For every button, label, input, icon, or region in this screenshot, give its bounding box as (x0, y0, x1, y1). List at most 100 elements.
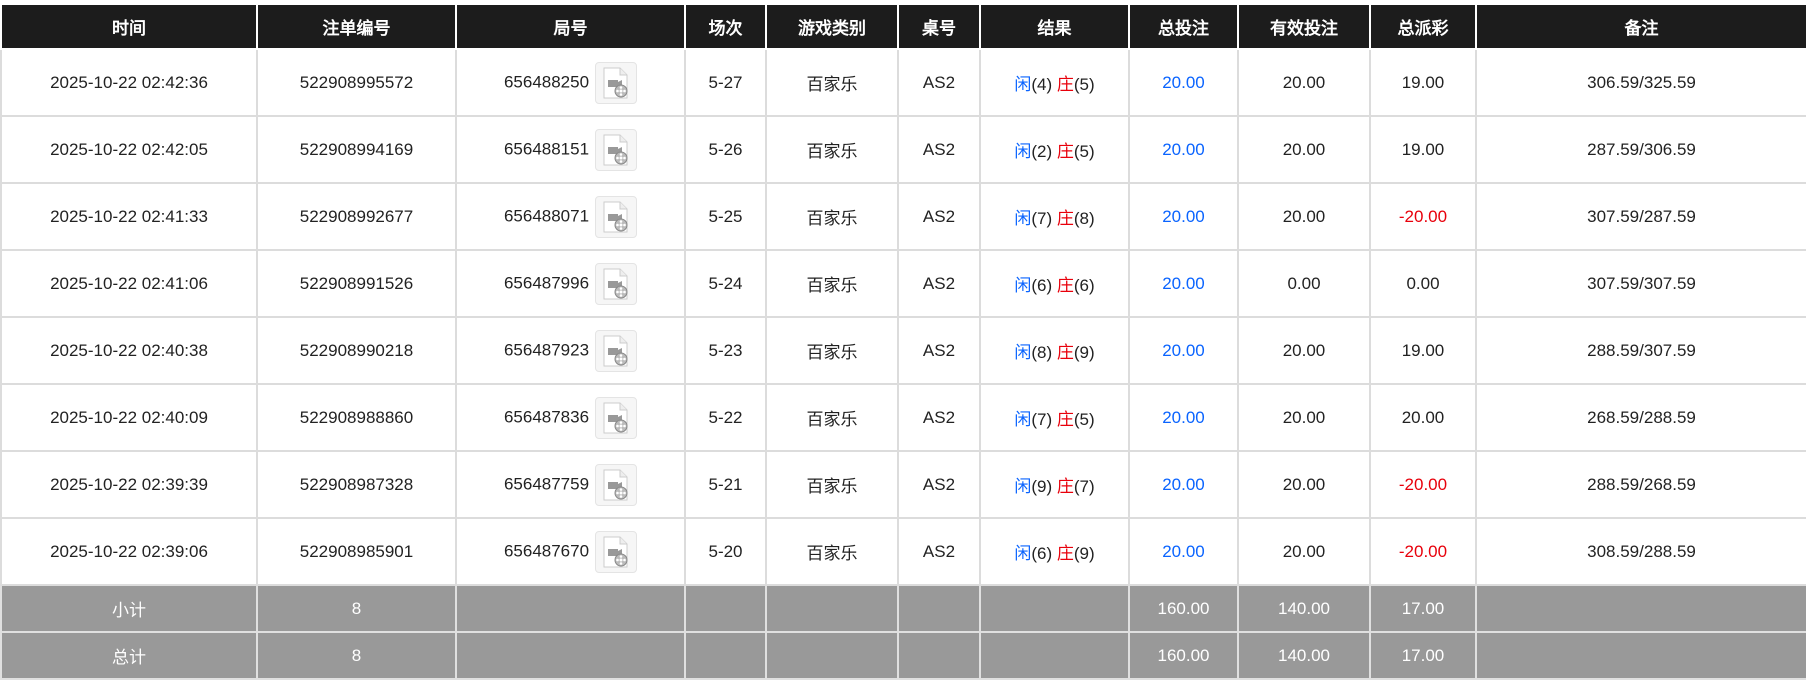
payout-cell: 19.00 (1369, 48, 1477, 117)
round-cell: 656488071 (455, 182, 686, 251)
time-cell: 2025-10-22 02:41:33 (0, 182, 258, 251)
video-replay-icon[interactable] (595, 128, 638, 171)
bet-id-cell: 522908987328 (256, 450, 457, 519)
round-number: 656487923 (503, 339, 590, 359)
player-score: (4) (1031, 75, 1053, 94)
total-row: 总计 8 160.00 140.00 17.00 (0, 631, 1806, 680)
table-row: 2025-10-22 02:40:38 522908990218 6564879… (0, 316, 1806, 385)
table-no-cell: AS2 (897, 450, 981, 519)
video-replay-icon[interactable] (595, 195, 638, 238)
time-cell: 2025-10-22 02:42:36 (0, 48, 258, 117)
video-replay-icon[interactable] (595, 396, 638, 439)
game-type-cell: 百家乐 (765, 182, 899, 251)
player-score: (7) (1031, 410, 1053, 429)
player-score: (8) (1031, 343, 1053, 362)
note-cell: 268.59/288.59 (1475, 383, 1806, 452)
bet-id-cell: 522908992677 (256, 182, 457, 251)
bet-id-cell: 522908988860 (256, 383, 457, 452)
result-cell: 闲(4) 庄(5) (979, 48, 1130, 117)
round-number: 656488151 (503, 138, 590, 158)
summary-payout: 17.00 (1369, 584, 1477, 633)
round-number: 656487759 (503, 473, 590, 493)
time-cell: 2025-10-22 02:39:06 (0, 517, 258, 586)
note-cell: 306.59/325.59 (1475, 48, 1806, 117)
video-replay-icon[interactable] (595, 262, 638, 305)
summary-total-bet: 160.00 (1128, 584, 1239, 633)
player-label: 闲 (1014, 209, 1032, 228)
result-cell: 闲(7) 庄(8) (979, 182, 1130, 251)
note-cell: 287.59/306.59 (1475, 115, 1806, 184)
player-score: (9) (1031, 477, 1053, 496)
total-bet-cell: 20.00 (1128, 182, 1239, 251)
round-number: 656488071 (503, 205, 590, 225)
player-score: (6) (1031, 544, 1053, 563)
summary-total-bet: 160.00 (1128, 631, 1239, 680)
player-label: 闲 (1014, 544, 1032, 563)
banker-score: (9) (1073, 544, 1095, 563)
note-cell: 308.59/288.59 (1475, 517, 1806, 586)
payout-cell: 19.00 (1369, 316, 1477, 385)
video-replay-icon[interactable] (595, 329, 638, 372)
shoe-cell: 5-22 (684, 383, 767, 452)
column-header-note: 备注 (1475, 5, 1806, 50)
banker-label: 庄 (1056, 410, 1074, 429)
column-header-payout: 总派彩 (1369, 5, 1477, 50)
bet-id-cell: 522908994169 (256, 115, 457, 184)
table-row: 2025-10-22 02:40:09 522908988860 6564878… (0, 383, 1806, 452)
bet-id-cell: 522908995572 (256, 48, 457, 117)
banker-label: 庄 (1056, 477, 1074, 496)
game-type-cell: 百家乐 (765, 316, 899, 385)
table-no-cell: AS2 (897, 517, 981, 586)
banker-label: 庄 (1056, 142, 1074, 161)
round-number: 656487670 (503, 540, 590, 560)
result-cell: 闲(8) 庄(9) (979, 316, 1130, 385)
table-row: 2025-10-22 02:41:33 522908992677 6564880… (0, 182, 1806, 251)
time-cell: 2025-10-22 02:41:06 (0, 249, 258, 318)
player-label: 闲 (1014, 477, 1032, 496)
player-label: 闲 (1014, 343, 1032, 362)
valid-bet-cell: 20.00 (1237, 182, 1371, 251)
game-type-cell: 百家乐 (765, 517, 899, 586)
column-header-round: 局号 (455, 5, 686, 50)
summary-payout: 17.00 (1369, 631, 1477, 680)
video-replay-icon[interactable] (595, 463, 638, 506)
valid-bet-cell: 20.00 (1237, 383, 1371, 452)
note-cell: 288.59/268.59 (1475, 450, 1806, 519)
valid-bet-cell: 20.00 (1237, 115, 1371, 184)
banker-score: (5) (1073, 410, 1095, 429)
column-header-total-bet: 总投注 (1128, 5, 1239, 50)
banker-label: 庄 (1056, 343, 1074, 362)
time-cell: 2025-10-22 02:40:38 (0, 316, 258, 385)
payout-cell: -20.00 (1369, 517, 1477, 586)
column-header-table-no: 桌号 (897, 5, 981, 50)
table-no-cell: AS2 (897, 316, 981, 385)
shoe-cell: 5-20 (684, 517, 767, 586)
game-type-cell: 百家乐 (765, 249, 899, 318)
shoe-cell: 5-25 (684, 182, 767, 251)
summary-label: 总计 (0, 631, 258, 680)
table-row: 2025-10-22 02:41:06 522908991526 6564879… (0, 249, 1806, 318)
time-cell: 2025-10-22 02:42:05 (0, 115, 258, 184)
result-cell: 闲(9) 庄(7) (979, 450, 1130, 519)
time-cell: 2025-10-22 02:40:09 (0, 383, 258, 452)
game-type-cell: 百家乐 (765, 115, 899, 184)
banker-label: 庄 (1056, 544, 1074, 563)
shoe-cell: 5-26 (684, 115, 767, 184)
column-header-bet-id: 注单编号 (256, 5, 457, 50)
total-bet-cell: 20.00 (1128, 249, 1239, 318)
banker-score: (6) (1073, 276, 1095, 295)
shoe-cell: 5-24 (684, 249, 767, 318)
result-cell: 闲(6) 庄(6) (979, 249, 1130, 318)
game-type-cell: 百家乐 (765, 48, 899, 117)
total-bet-cell: 20.00 (1128, 517, 1239, 586)
video-replay-icon[interactable] (595, 530, 638, 573)
round-number: 656488250 (503, 71, 590, 91)
table-row: 2025-10-22 02:42:05 522908994169 6564881… (0, 115, 1806, 184)
table-no-cell: AS2 (897, 115, 981, 184)
table-no-cell: AS2 (897, 249, 981, 318)
payout-cell: -20.00 (1369, 450, 1477, 519)
shoe-cell: 5-27 (684, 48, 767, 117)
banker-score: (9) (1073, 343, 1095, 362)
video-replay-icon[interactable] (595, 61, 638, 104)
payout-cell: 0.00 (1369, 249, 1477, 318)
